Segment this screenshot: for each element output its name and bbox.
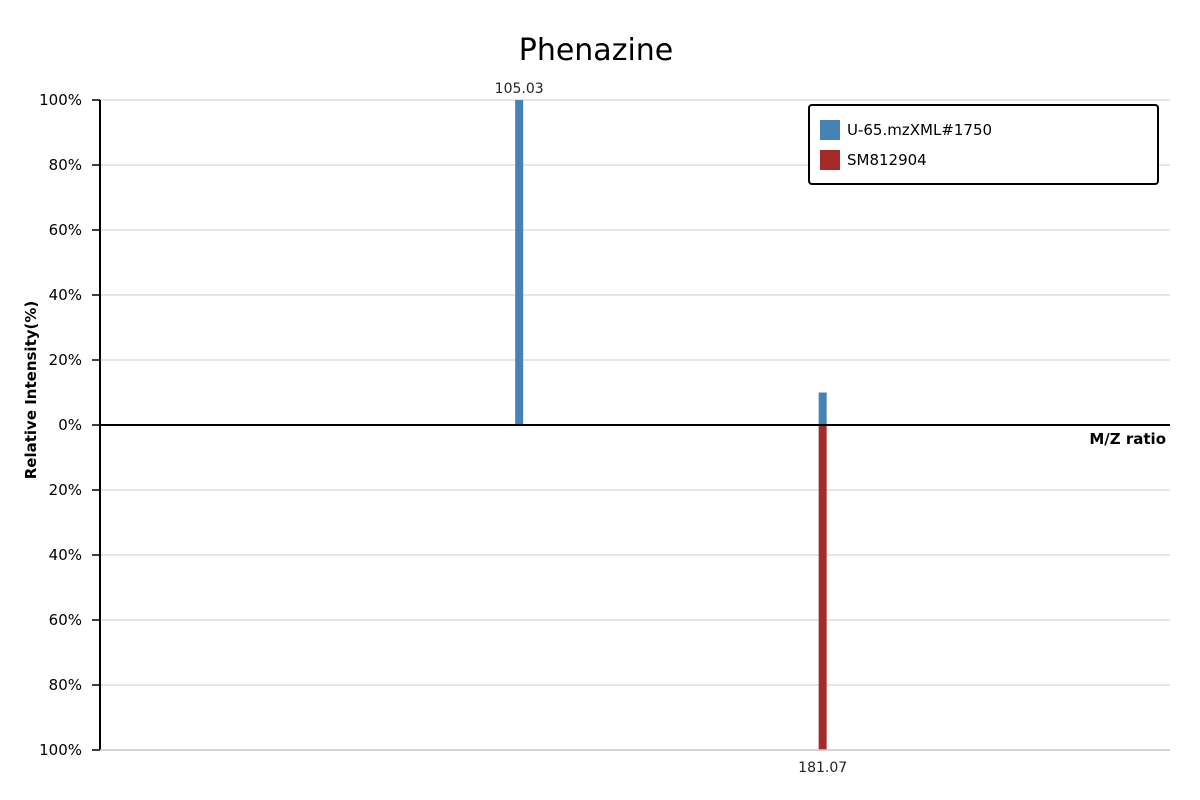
peak-labels: 105.03 181.07: [495, 81, 847, 776]
y-tick-label: 80%: [49, 676, 82, 694]
legend-label: SM812904: [847, 151, 927, 169]
legend-swatch: [820, 120, 840, 140]
peak-bar: [819, 393, 827, 426]
y-tick-label: 20%: [49, 481, 82, 499]
y-tick-label: 40%: [49, 286, 82, 304]
y-tick-label: 20%: [49, 351, 82, 369]
x-axis-title: M/Z ratio: [1089, 430, 1166, 448]
legend-label: U-65.mzXML#1750: [847, 121, 992, 139]
legend-box: [809, 105, 1158, 184]
y-tick-label: 60%: [49, 611, 82, 629]
y-tick-label: 0%: [58, 416, 82, 434]
y-tick-label: 80%: [49, 156, 82, 174]
y-ticks: 100% 80% 60% 40% 20% 0% 20% 40% 60% 80% 100%: [39, 91, 100, 759]
y-axis-title: Relative Intensity(%): [22, 301, 40, 480]
legend-swatch: [820, 150, 840, 170]
axes: [100, 100, 1170, 750]
legend: U-65.mzXML#1750 SM812904: [809, 105, 1158, 184]
y-tick-label: 100%: [39, 741, 82, 759]
peak-label: 105.03: [495, 81, 544, 97]
peak-bar: [819, 425, 827, 750]
chart-title: Phenazine: [519, 33, 674, 68]
y-tick-label: 40%: [49, 546, 82, 564]
y-tick-label: 100%: [39, 91, 82, 109]
peak-label: 181.07: [798, 760, 847, 776]
peak-bar: [515, 100, 523, 425]
y-tick-label: 60%: [49, 221, 82, 239]
